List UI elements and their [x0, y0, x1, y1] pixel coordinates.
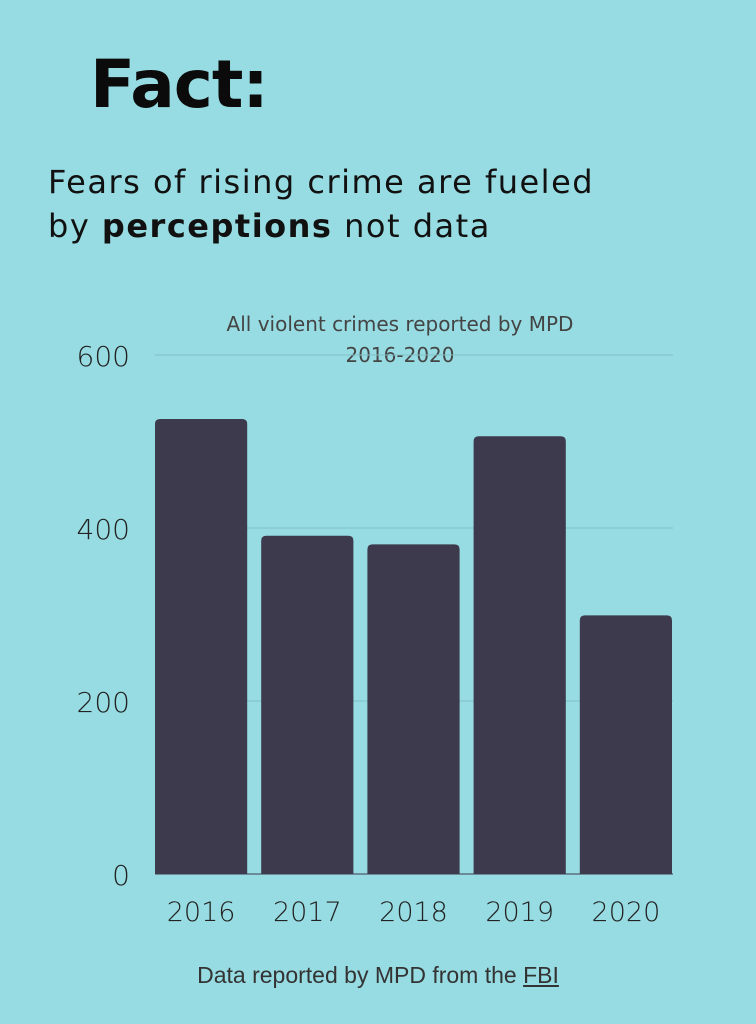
source-note: Data reported by MPD from the FBI [0, 962, 756, 989]
source-prefix: Data reported by MPD from the [197, 962, 524, 988]
headline: Fears of rising crime are fueled by perc… [48, 160, 594, 248]
headline-prefix: by [48, 207, 102, 245]
y-tick-label: 600 [77, 340, 130, 373]
fact-heading: Fact: [90, 46, 269, 123]
x-tick-label: 2019 [485, 897, 554, 928]
bar-2016 [155, 419, 248, 874]
x-tick-label: 2017 [273, 897, 342, 928]
bar-2017 [261, 535, 354, 874]
headline-line1: Fears of rising crime are fueled [48, 163, 595, 201]
bar-2019 [473, 436, 566, 874]
fbi-link[interactable]: FBI [523, 962, 559, 988]
headline-suffix: not data [332, 207, 491, 245]
x-tick-label: 2018 [379, 897, 448, 928]
headline-emphasis: perceptions [101, 207, 333, 245]
bar-2018 [367, 544, 460, 874]
y-tick-label: 0 [112, 859, 130, 892]
x-tick-label: 2020 [592, 897, 661, 928]
y-tick-label: 200 [77, 686, 130, 719]
chart-title: All violent crimes reported by MPD [227, 312, 574, 336]
x-tick-label: 2016 [167, 897, 236, 928]
bar-2020 [579, 615, 672, 874]
y-tick-label: 400 [77, 513, 130, 546]
